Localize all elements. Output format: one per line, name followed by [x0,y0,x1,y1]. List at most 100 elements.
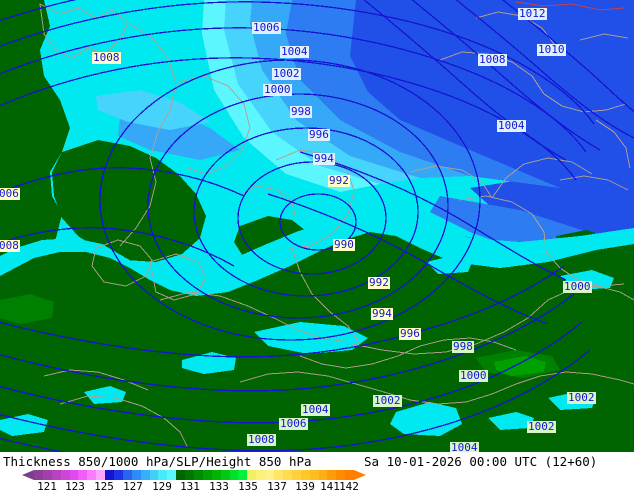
colorbar-swatch [167,470,177,480]
colorbar-swatch [42,470,52,480]
colorbar-swatch [229,470,239,480]
colorbar-over-cap [354,470,367,480]
isobar-label: 996 [308,128,330,141]
colorbar: 121 123 125 127 129 131 133 135 137 139 141 142 [0,470,634,490]
colorbar-swatch [105,470,115,480]
isobar-label: 1008 [478,53,507,66]
isobar-998-south [0,265,565,358]
colorbar-swatch [96,470,106,480]
isobar-label: 1006 [279,417,308,430]
isobar-990 [279,193,357,251]
isobar-1012-ne [501,0,634,113]
colorbar-swatch [309,470,319,480]
isobar-label: 998 [290,105,312,118]
isobar-label: 008 [0,239,20,252]
colorbar-swatch [247,470,257,480]
isobar-label: 1010 [537,43,566,56]
colorbar-swatch [87,470,97,480]
isobar-label: 992 [368,276,390,289]
map-graphics [0,0,634,452]
colorbar-tick: 123 [65,480,85,490]
colorbar-swatch [51,470,61,480]
isobar-1002-east [267,193,549,325]
isobar-1006-west [0,167,245,197]
isobar-label: 992 [328,174,350,187]
colorbar-tick: 127 [123,480,143,490]
colorbar-tick: 133 [209,480,229,490]
isobar-996 [147,93,449,319]
isobar-label: 1004 [497,119,526,132]
colorbar-swatch [282,470,292,480]
colorbar-swatch [69,470,79,480]
isobar-label: 994 [313,152,335,165]
colorbar-tick: 129 [152,480,172,490]
colorbar-swatch [122,470,132,480]
colorbar-tick: 121 [37,480,57,490]
isobar-1010-ne [455,0,634,139]
isobar-label: 1000 [263,83,292,96]
colorbar-swatches [34,470,355,480]
colorbar-swatch [274,470,283,480]
isobar-994 [193,127,419,297]
colorbar-tick: 131 [180,480,200,490]
isobar-label: 1008 [92,51,121,64]
isobar-1002-north [0,27,587,153]
colorbar-tick: 142 [339,480,359,490]
isobar-1006-ne [363,0,567,161]
isobar-label: 994 [371,307,393,320]
isobar-label: 1008 [247,433,276,446]
cyan-intrusions [0,214,634,436]
isobar-label: 006 [0,187,20,200]
run-timestamp: Sa 10-01-2026 00:00 UTC (12+60) [364,454,598,469]
colorbar-swatch [194,470,203,480]
colorbar-tick: 139 [295,480,315,490]
colorbar-swatch [291,470,301,480]
colorbar-swatch [131,470,141,480]
isobar-1004-north [0,1,595,125]
isobar-label: 1006 [252,21,281,34]
colorbar-swatch [318,470,328,480]
isobar-label: 1012 [518,7,547,20]
isobar-label: 1002 [527,420,556,433]
colorbar-swatch [60,470,70,480]
colorbar-swatch [220,470,230,480]
isobar-label: 1002 [373,394,402,407]
colorbar-swatch [34,470,43,480]
isobar-1006-north [0,0,77,22]
colorbar-swatch [202,470,212,480]
isobar-1002-south [0,321,583,424]
isobar-label: 1004 [280,45,309,58]
colorbar-tick: 125 [94,480,114,490]
coastlines-and-borders [39,1,634,449]
isobar-1000-south [0,293,575,392]
isobar-label: 1002 [272,67,301,80]
colorbar-swatch [78,470,88,480]
isobar-label: 996 [399,327,421,340]
colorbar-tick: 135 [238,480,258,490]
isobar-992 [237,161,387,275]
colorbar-tick: 137 [267,480,287,490]
colorbar-under-cap [22,470,34,480]
isobar-1008-west [0,227,235,267]
isobar-label: 990 [333,238,355,251]
colorbar-swatch [256,470,266,480]
colorbar-swatch [185,470,195,480]
colorbar-swatch [140,470,150,480]
colorbar-tick-labels: 121 123 125 127 129 131 133 135 137 139 141 142 [0,480,634,490]
colorbar-swatch [176,470,186,480]
isobar-label: 1004 [301,403,330,416]
colorbar-swatch [238,470,248,480]
colorbar-swatch [265,470,275,480]
colorbar-swatch [114,470,123,480]
isobar-label: 998 [452,340,474,353]
isobar-1008-ne [411,0,601,151]
isobar-contours [0,0,634,452]
colorbar-swatch [300,470,310,480]
isobar-1004-south [0,349,591,452]
colorbar-swatch [345,470,355,480]
isobar-1000-east [299,151,567,281]
weather-map-canvas[interactable]: 1008 1006 1004 1002 1000 998 996 994 992… [0,0,634,452]
isobar-label: 1004 [450,441,479,452]
isobar-label: 1000 [459,369,488,382]
